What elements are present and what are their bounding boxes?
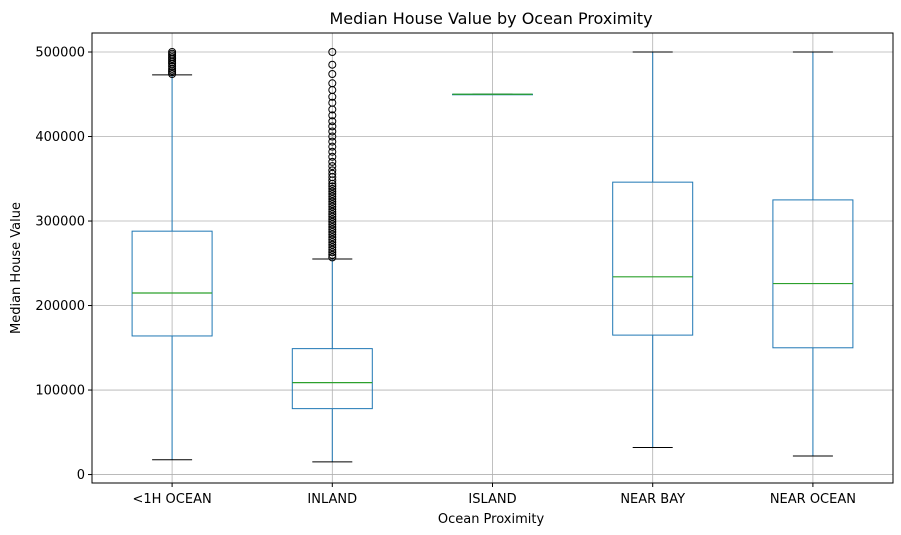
outlier-point (328, 162, 337, 171)
outlier-point (328, 98, 337, 107)
iqr-box (772, 199, 854, 349)
outlier-point (328, 60, 337, 69)
y-tick-label: 0 (77, 468, 85, 483)
y-tick-label: 300000 (35, 215, 85, 230)
outlier-point (328, 230, 337, 239)
outlier-point (328, 253, 337, 262)
outlier-point (328, 240, 337, 249)
outlier-point (168, 62, 177, 71)
y-tick-label: 400000 (35, 130, 85, 145)
outlier-point (328, 117, 337, 126)
outlier-point (328, 225, 337, 234)
outlier-point (328, 69, 337, 78)
outlier-point (328, 197, 337, 206)
outlier-point (328, 142, 337, 151)
outlier-point (328, 182, 337, 191)
outlier-point (328, 195, 337, 204)
y-tick-label: 500000 (35, 46, 85, 61)
outlier-point (328, 127, 337, 136)
x-tick-label: INLAND (307, 492, 357, 507)
iqr-box (291, 348, 373, 410)
box-group (131, 48, 213, 461)
box-group (772, 51, 854, 457)
outlier-point (328, 166, 337, 175)
y-tick-label: 200000 (35, 299, 85, 314)
outlier-point (328, 200, 337, 209)
box-group (612, 51, 694, 449)
outlier-point (328, 192, 337, 201)
outlier-point (328, 248, 337, 257)
outlier-point (328, 189, 337, 198)
outlier-point (328, 157, 337, 166)
outlier-point (328, 220, 337, 229)
outlier-point (328, 169, 337, 178)
outlier-point (328, 245, 337, 254)
outlier-point (328, 243, 337, 252)
outlier-point (328, 250, 337, 259)
outlier-point (328, 111, 337, 120)
outlier-point (168, 48, 177, 57)
outlier-point (328, 187, 337, 196)
x-tick-label: <1H OCEAN (132, 492, 211, 507)
outlier-point (328, 147, 337, 156)
outlier-point (328, 184, 337, 193)
iqr-box (612, 181, 694, 336)
outlier-point (328, 202, 337, 211)
outlier-point (328, 235, 337, 244)
outlier-point (328, 233, 337, 242)
outlier-point (328, 217, 337, 226)
outlier-point (328, 48, 337, 57)
y-tick-label: 100000 (35, 384, 85, 399)
outlier-point (328, 238, 337, 247)
outlier-point (328, 222, 337, 231)
outlier-point (328, 210, 337, 219)
outlier-point (328, 122, 337, 131)
outlier-point (328, 215, 337, 224)
outlier-point (328, 212, 337, 221)
y-axis-ticks: 0 100000 200000 300000 400000 500000 (35, 46, 92, 483)
x-axis-ticks: <1H OCEAN INLAND ISLAND NEAR BAY NEAR OCEAN (132, 483, 856, 507)
x-tick-label: ISLAND (468, 492, 516, 507)
outlier-point (328, 207, 337, 216)
x-tick-label: NEAR OCEAN (770, 492, 856, 507)
chart-title: Median House Value by Ocean Proximity (329, 9, 652, 28)
outlier-point (328, 132, 337, 141)
x-axis-label: Ocean Proximity (438, 512, 545, 527)
outlier-point (328, 205, 337, 214)
outlier-point (328, 137, 337, 146)
box-group (452, 93, 533, 96)
y-axis-label: Median House Value (9, 202, 24, 334)
outlier-point (328, 152, 337, 161)
box-group (291, 48, 373, 463)
boxes (131, 48, 854, 463)
outlier-point (328, 79, 337, 88)
outlier-point (328, 228, 337, 237)
x-tick-label: NEAR BAY (620, 492, 685, 507)
iqr-box (131, 230, 213, 337)
